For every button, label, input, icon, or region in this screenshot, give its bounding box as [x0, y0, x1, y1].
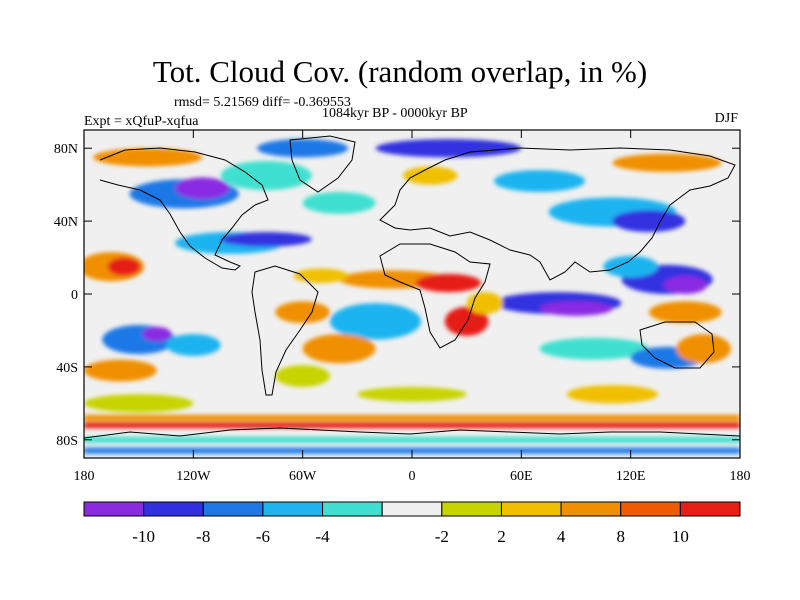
coast-north-america	[99, 147, 269, 271]
field-anomaly-patch	[663, 275, 708, 294]
field-anomaly-patch	[107, 257, 141, 276]
field-anomaly-patch	[84, 394, 194, 413]
colorbar-swatch	[143, 501, 204, 517]
y-tick-label: 80N	[54, 142, 78, 157]
colorbar-swatch	[322, 501, 383, 517]
colorbar-swatch	[202, 501, 264, 517]
field-anomaly-patch	[539, 301, 613, 316]
stats-label: rmsd= 5.21569 diff= -0.369553	[174, 95, 351, 110]
coast-australia	[639, 321, 715, 369]
plot-title: Tot. Cloud Cov. (random overlap, in %)	[152, 54, 648, 89]
colorbar-swatch	[560, 501, 622, 517]
field-anomaly-patch	[330, 303, 422, 340]
colorbar-swatch	[620, 501, 681, 517]
field-anomaly-patch	[612, 210, 686, 233]
colorbar-label: 4	[557, 527, 566, 546]
field-anomaly-patch	[302, 191, 376, 214]
x-tick-label: 120W	[176, 469, 211, 484]
field-anomaly-patch	[142, 326, 172, 342]
field-anomaly-patch	[357, 386, 467, 402]
experiment-label: Expt = xQfuP-xqfua	[84, 114, 199, 129]
colorbar-label: -8	[196, 527, 210, 546]
field-anomaly-patch	[275, 301, 330, 324]
colorbar-label: 10	[672, 527, 689, 546]
field-anomaly-patch	[676, 334, 731, 364]
field-anomaly-patch	[402, 166, 458, 185]
field-anomaly-patch	[84, 359, 157, 382]
colorbar-label: -2	[435, 527, 449, 546]
field-anomaly-patch	[175, 177, 230, 200]
colorbar-swatch	[679, 501, 741, 517]
x-tick-label: 180	[74, 469, 95, 484]
field-anomaly-patch	[415, 273, 482, 293]
y-tick-label: 40N	[54, 215, 78, 230]
field-band	[84, 422, 740, 429]
field-anomaly-patch	[466, 292, 504, 315]
field-anomaly-patch	[302, 334, 376, 364]
x-tick-label: 60W	[289, 469, 317, 484]
field-band	[84, 436, 740, 443]
period-label: 1084kyr BP - 0000kyr BP	[322, 106, 468, 121]
colorbar-swatch	[83, 501, 145, 517]
colorbar-swatch	[262, 501, 324, 517]
field-anomaly-patch	[375, 139, 522, 158]
colorbar-label: -4	[315, 527, 330, 546]
y-tick-label: 80S	[56, 434, 78, 449]
field-anomaly-patch	[539, 337, 649, 360]
y-tick-label: 0	[71, 288, 78, 303]
field-anomaly-patch	[293, 268, 349, 284]
colorbar-swatch	[381, 501, 443, 517]
field-anomaly-patch	[220, 232, 312, 247]
coast-africa	[379, 243, 491, 349]
colorbar-swatch	[441, 501, 502, 517]
x-tick-label: 120E	[616, 469, 646, 484]
colorbar-swatch	[500, 501, 562, 517]
map-axes: 180 120W 60W 0 60E 120E 180 80N 40N 0 40S 80S	[54, 130, 751, 484]
coast-south-america	[251, 265, 319, 396]
y-tick-label: 40S	[56, 361, 78, 376]
coast-greenland	[289, 135, 356, 193]
field-anomaly-patch	[612, 153, 722, 172]
field-band	[84, 414, 740, 421]
field-anomaly-patch	[275, 365, 330, 387]
colorbar-label: 8	[616, 527, 625, 546]
colorbar-label: -10	[132, 527, 155, 546]
colorbar: -10 -8 -6 -4 -2 2 4 8 10	[83, 501, 741, 546]
coast-eurasia	[379, 147, 736, 281]
field-anomaly-patch	[494, 170, 586, 192]
x-tick-label: 180	[730, 469, 751, 484]
colorbar-label: 2	[497, 527, 506, 546]
field-anomaly-patch	[166, 334, 221, 356]
field-anomaly-patch	[566, 385, 658, 404]
field-anomaly-patch	[220, 160, 312, 191]
colorbar-label: -6	[256, 527, 270, 546]
field-anomaly-patch	[257, 139, 349, 158]
field-anomaly-patch	[648, 301, 722, 324]
season-label: DJF	[714, 111, 738, 126]
x-tick-label: 0	[409, 469, 416, 484]
x-tick-label: 60E	[510, 469, 533, 484]
field-anomaly-patch	[603, 255, 659, 278]
coastlines	[84, 135, 740, 439]
coast-antarctica	[84, 427, 740, 439]
field-anomaly-patch	[93, 148, 203, 167]
